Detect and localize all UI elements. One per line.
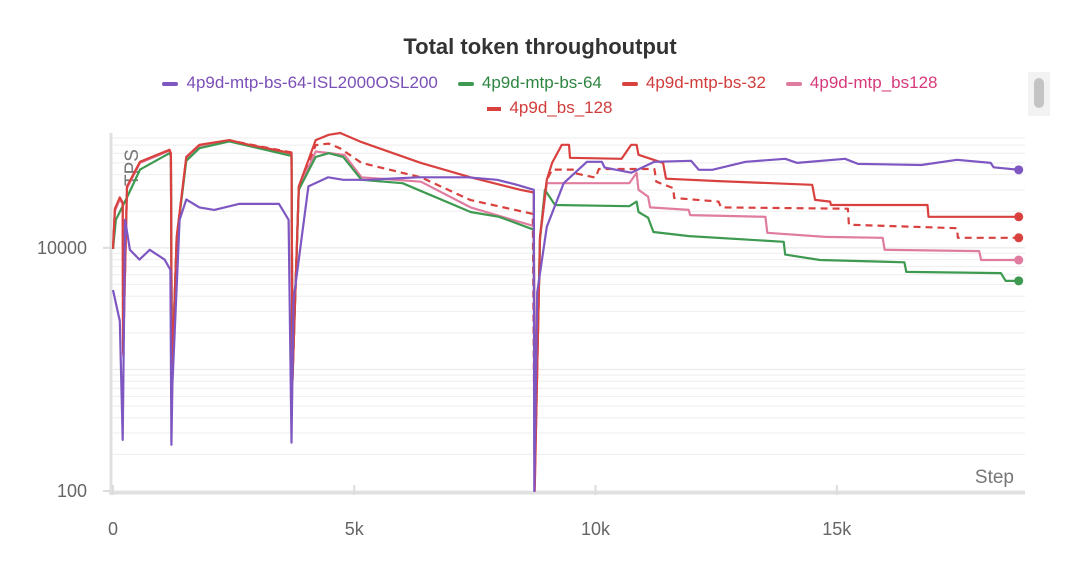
legend-scrollbar[interactable]	[1028, 72, 1050, 116]
legend-label: 4p9d_bs_128	[509, 98, 613, 117]
x-axis-label: Step	[975, 467, 1014, 488]
legend-item[interactable]: 4p9d_bs_128	[487, 95, 613, 120]
y-tick-label: 10000	[37, 238, 87, 258]
x-tick-label: 15k	[822, 519, 852, 539]
legend-label: 4p9d-mtp_bs128	[809, 73, 938, 92]
y-axis-label: TPS	[122, 149, 143, 186]
chart-title: Total token throughoutput	[403, 34, 677, 59]
legend-label: 4p9d-mtp-bs-32	[645, 73, 766, 92]
x-tick-label: 0	[108, 519, 118, 539]
series-end-marker-1	[1014, 276, 1024, 286]
series-line-2	[111, 131, 1019, 493]
legend-label: 4p9d-mtp-bs-64-ISL2000OSL200	[186, 73, 438, 92]
legend-swatch-icon	[785, 81, 802, 86]
legend-swatch-icon	[621, 81, 638, 86]
chart-legend: 4p9d-mtp-bs-64-ISL2000OSL200 4p9d-mtp-bs-…	[80, 70, 1020, 120]
legend-item[interactable]: 4p9d-mtp-bs-64	[457, 70, 602, 95]
series-line-4	[111, 139, 1019, 488]
series-end-marker-2	[1014, 212, 1024, 222]
series-end-marker-4	[1014, 233, 1024, 243]
series-line-0	[111, 157, 1019, 493]
legend-swatch-icon	[487, 106, 502, 111]
legend-scrollbar-thumb[interactable]	[1034, 78, 1044, 108]
legend-item[interactable]: 4p9d-mtp-bs-64-ISL2000OSL200	[162, 70, 438, 95]
legend-item[interactable]: 4p9d-mtp_bs128	[785, 70, 938, 95]
x-tick-label: 5k	[345, 519, 365, 539]
legend-swatch-icon	[162, 81, 179, 86]
legend-item[interactable]: 4p9d-mtp-bs-32	[621, 70, 766, 95]
x-tick-label: 10k	[581, 519, 611, 539]
legend-label: 4p9d-mtp-bs-64	[481, 73, 602, 92]
series-end-marker-0	[1014, 165, 1024, 175]
series-end-marker-3	[1014, 255, 1024, 265]
y-tick-label: 100	[57, 481, 87, 501]
legend-swatch-icon	[457, 81, 474, 86]
